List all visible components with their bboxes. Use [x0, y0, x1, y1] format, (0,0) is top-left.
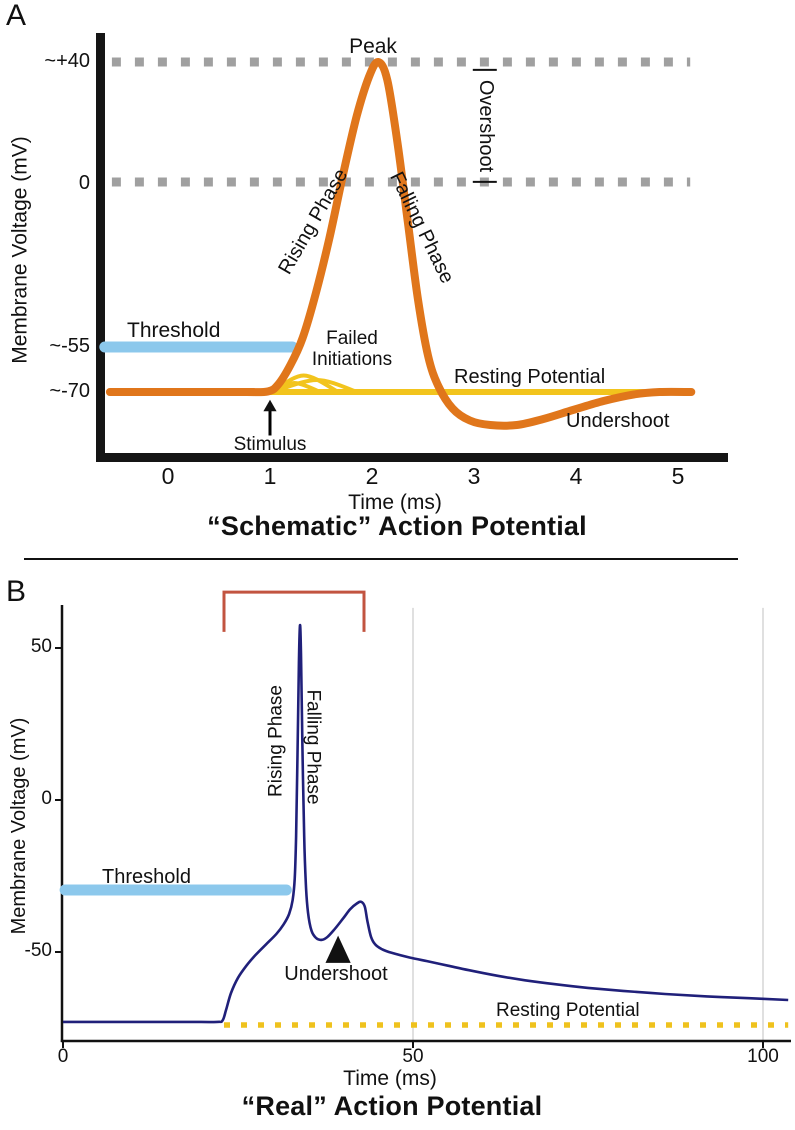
x-tick-label-a-2: 2 [365, 463, 379, 489]
real-ap-trace [63, 623, 789, 1024]
y-tick-label-a-zero: 0 [78, 172, 90, 194]
panel-a-title: “Schematic” Action Potential [207, 511, 587, 541]
undershoot-label-a: Undershoot [566, 410, 670, 432]
x-tick-label-a-5: 5 [671, 463, 685, 489]
y-axis-label-b: Membrane Voltage (mV) [8, 717, 31, 935]
x-tick-label-b-50: 50 [402, 1046, 424, 1067]
x-tick-label-b-0: 0 [57, 1046, 69, 1067]
x-axis-label-a: Time (ms) [348, 491, 442, 514]
overshoot-label: Overshoot [473, 68, 497, 184]
undershoot-arrow [325, 935, 351, 963]
stimulus-pulse [222, 590, 366, 632]
panel-a-letter: A [6, 0, 27, 32]
threshold-label-a: Threshold [127, 319, 221, 342]
x-tick-label-a-4: 4 [569, 463, 583, 489]
failed-initiations-label: Failed Initiations [311, 328, 393, 370]
panel-divider [24, 558, 738, 560]
falling-phase-label-b: Falling Phase [302, 689, 324, 805]
stimulus-arrowhead [263, 399, 277, 412]
resting-potential-label-b: Resting Potential [496, 1000, 640, 1021]
y-tick-label-b-50: 50 [30, 636, 52, 657]
y-tick-label-a-neg70: ~-70 [49, 380, 90, 402]
threshold-label-b: Threshold [102, 866, 191, 888]
resting-potential-label-a: Resting Potential [454, 366, 606, 388]
x-axis-label-b: Time (ms) [343, 1067, 437, 1090]
y-axis-label-a: Membrane Voltage (mV) [8, 136, 32, 364]
y-tick-label-b-0: 0 [41, 788, 52, 809]
undershoot-label-b: Undershoot [284, 963, 388, 985]
failed-initiation-curve-3 [272, 377, 358, 394]
rising-phase-label-b: Rising Phase [265, 685, 287, 797]
stimulus-label: Stimulus [233, 434, 307, 455]
y-tick-label-b-neg50: -50 [24, 940, 52, 961]
y-tick-label-a-neg55: ~-55 [49, 335, 90, 357]
y-tick-label-a-plus40: ~+40 [44, 50, 90, 72]
x-tick-label-a-1: 1 [263, 463, 277, 489]
schematic-ap-curve [105, 58, 696, 430]
panel-b-letter: B [6, 575, 27, 608]
panel-b-title: “Real” Action Potential [241, 1091, 543, 1121]
peak-label: Peak [349, 35, 397, 58]
x-tick-label-a-0: 0 [161, 463, 175, 489]
x-tick-label-b-100: 100 [747, 1046, 779, 1067]
x-tick-label-a-3: 3 [467, 463, 481, 489]
